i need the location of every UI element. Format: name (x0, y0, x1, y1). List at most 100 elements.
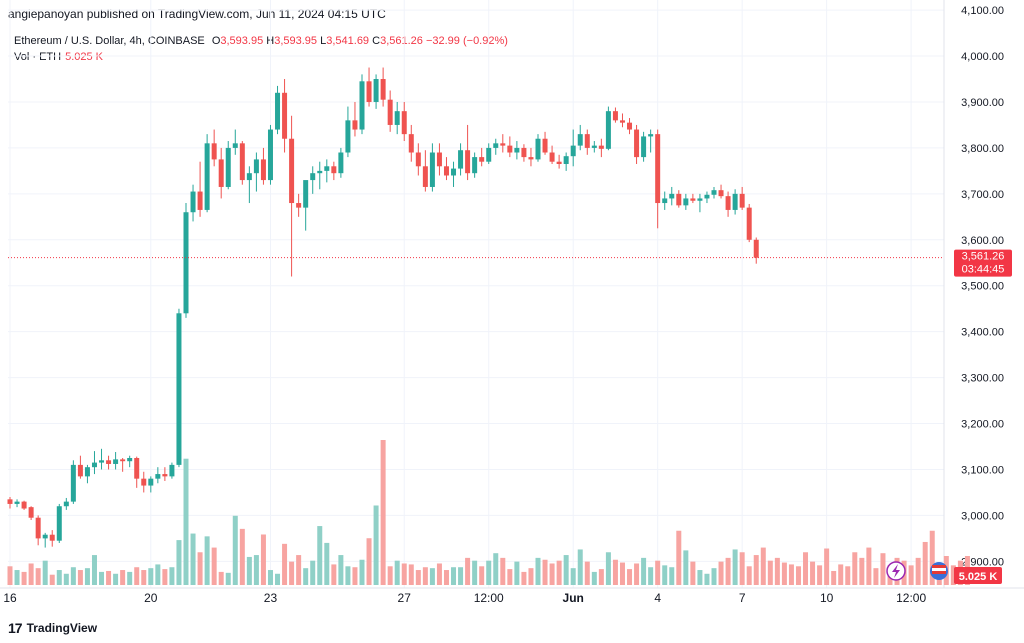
volume-bar (472, 560, 478, 585)
volume-bar (162, 569, 168, 585)
price-badge-value: 3,561.26 (962, 251, 1005, 263)
volume-bar (584, 561, 590, 585)
candle-body (436, 152, 442, 167)
candle-body (605, 111, 611, 149)
candle (232, 129, 238, 155)
time-tick-label: Jun (563, 591, 584, 605)
candle (303, 180, 309, 231)
volume-bar (429, 568, 435, 585)
volume-bar (120, 570, 126, 585)
price-tick-label: 3,200.00 (961, 419, 1004, 431)
volume-bar (711, 568, 717, 585)
volume-bar (49, 574, 55, 585)
candle-body (134, 457, 140, 479)
candle-body (155, 474, 161, 479)
volume-bar (211, 547, 217, 585)
candle (718, 184, 724, 199)
candle (753, 237, 759, 264)
volume-bar (190, 533, 196, 585)
symbol-label[interactable]: Ethereum / U.S. Dollar, 4h, COINBASE (14, 35, 205, 47)
volume-bar (838, 564, 844, 585)
volume-bar (507, 569, 513, 585)
candle (556, 154, 562, 169)
candle (148, 476, 154, 493)
candle-body (577, 134, 583, 146)
candle-body (486, 147, 492, 162)
candle-body (275, 92, 281, 130)
candle (422, 150, 428, 192)
candle (169, 462, 175, 479)
candle (352, 101, 358, 137)
volume-bar (239, 528, 245, 585)
volume-bar (183, 458, 189, 585)
candle (711, 186, 717, 199)
volume-value: 5.025 K (65, 51, 103, 63)
brand-name: TradingView (26, 621, 98, 635)
candle-body (612, 111, 618, 121)
candle (218, 147, 224, 199)
candle-body (458, 150, 464, 169)
volume-bar (493, 553, 499, 585)
candle-body (598, 145, 604, 149)
price-tick-label: 3,600.00 (961, 235, 1004, 247)
volume-bar (253, 555, 259, 585)
candle (535, 134, 541, 162)
candle (507, 136, 513, 158)
close-value: 3,561.26 (380, 35, 423, 47)
candle (627, 118, 633, 135)
candle-body (591, 145, 597, 148)
candle-body (331, 166, 337, 174)
volume-bar (831, 570, 837, 585)
footer-brand[interactable]: 17 TradingView (8, 620, 97, 636)
volume-bar (106, 570, 112, 585)
close-label: C (372, 35, 381, 47)
volume-bar (535, 557, 541, 585)
candle-body (91, 462, 97, 468)
volume-bar (324, 542, 330, 585)
candle (739, 186, 745, 210)
volume-bar (289, 561, 295, 585)
volume-bar (774, 557, 780, 585)
candle-body (472, 157, 478, 174)
candle (246, 166, 252, 204)
volume-bar (704, 573, 710, 585)
candle-body (443, 166, 449, 176)
lightning-icon[interactable] (886, 561, 906, 581)
volume-badge: 5.025 K (954, 567, 1002, 584)
candle-body (324, 166, 330, 171)
low-label: L (320, 35, 327, 47)
volume-bar (845, 566, 851, 585)
volume-bar (127, 571, 133, 585)
candle-body (753, 239, 759, 258)
candle (725, 191, 731, 217)
candle-body (141, 478, 147, 486)
volume-row: Vol · ETH 5.025 K (14, 49, 508, 65)
candle-body (77, 464, 83, 477)
candle-body (28, 507, 34, 518)
candle-body (634, 129, 640, 158)
candle-body (197, 191, 203, 210)
volume-label[interactable]: Vol · ETH (14, 51, 62, 63)
candle (697, 193, 703, 213)
volume-bar (619, 562, 625, 585)
candle (605, 106, 611, 151)
flag-icon[interactable] (930, 562, 948, 580)
candle (239, 141, 245, 185)
volume-bar (641, 557, 647, 585)
volume-bar (612, 559, 618, 585)
candle-body (690, 198, 696, 201)
candle (141, 471, 147, 493)
volume-bar (458, 567, 464, 585)
candle-body (120, 459, 126, 462)
candle-body (183, 212, 189, 314)
candle (204, 134, 210, 213)
candle-body (148, 478, 154, 486)
price-tick-label: 3,900.00 (961, 97, 1004, 109)
time-tick-label: 10 (820, 591, 834, 605)
candle-body (563, 156, 569, 164)
volume-bar (77, 570, 83, 585)
candle-body (218, 159, 224, 187)
volume-bar (401, 563, 407, 585)
change-value: −32.99 (−0.92%) (425, 35, 508, 47)
